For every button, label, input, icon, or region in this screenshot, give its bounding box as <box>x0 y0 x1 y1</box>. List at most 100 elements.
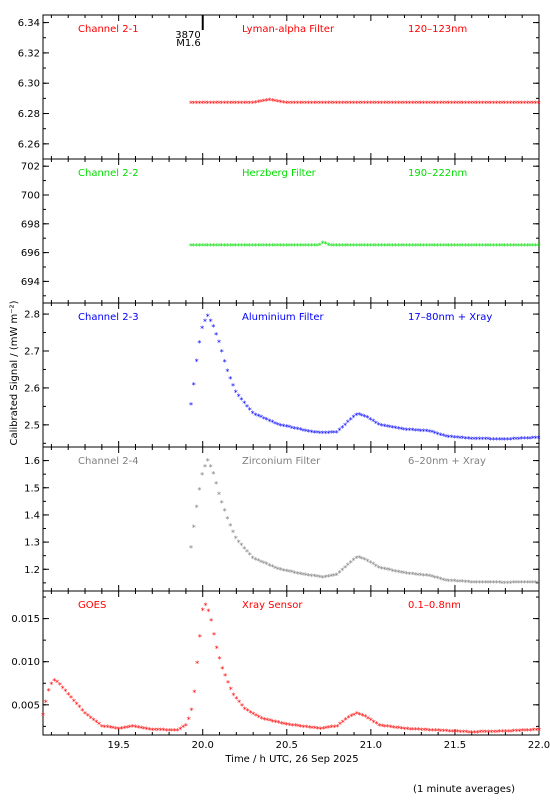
data-point: * <box>405 426 409 435</box>
data-point: * <box>385 99 389 108</box>
data-point: * <box>402 725 406 734</box>
data-point: * <box>321 99 325 108</box>
data-point: * <box>259 558 263 567</box>
data-point: * <box>514 242 518 251</box>
data-point: * <box>525 99 529 108</box>
data-point: * <box>517 579 521 588</box>
data-point: * <box>279 720 283 729</box>
data-point: * <box>492 99 496 108</box>
data-point: * <box>228 522 232 531</box>
data-point: * <box>214 99 218 108</box>
data-point: * <box>385 566 389 575</box>
data-point: * <box>89 714 93 723</box>
data-point: * <box>536 434 540 443</box>
data-point: * <box>340 242 344 251</box>
band-label: 190–222nm <box>408 168 467 179</box>
data-point: * <box>450 728 454 737</box>
data-point: * <box>304 99 308 108</box>
data-point: * <box>246 707 250 716</box>
data-point: * <box>253 411 257 420</box>
data-point: * <box>312 429 316 438</box>
data-point: * <box>358 711 362 720</box>
data-point: * <box>441 576 445 585</box>
data-point: * <box>534 579 538 588</box>
data-point: * <box>486 579 490 588</box>
data-point: * <box>217 242 221 251</box>
data-point: * <box>444 242 448 251</box>
data-point: * <box>167 727 171 736</box>
data-point: * <box>298 426 302 435</box>
data-point: * <box>197 486 201 495</box>
data-point: * <box>355 710 359 719</box>
data-point: * <box>447 577 451 586</box>
data-point: * <box>500 436 504 445</box>
data-point: * <box>287 242 291 251</box>
data-point: * <box>419 242 423 251</box>
data-point: * <box>534 242 538 251</box>
data-point: * <box>494 436 498 445</box>
data-point: * <box>357 242 361 251</box>
data-point: * <box>332 429 336 438</box>
data-point: * <box>492 728 496 737</box>
data-point: * <box>497 436 501 445</box>
data-point: * <box>522 242 526 251</box>
data-point: * <box>514 99 518 108</box>
data-point: * <box>388 724 392 733</box>
data-point: * <box>281 242 285 251</box>
band-label: 120–123nm <box>408 24 467 35</box>
data-point: * <box>511 436 515 445</box>
data-point: * <box>161 727 165 736</box>
data-point: * <box>259 98 263 107</box>
data-point: * <box>424 242 428 251</box>
data-point: * <box>464 435 468 444</box>
data-point: * <box>304 572 308 581</box>
data-point: * <box>413 571 417 580</box>
data-point: * <box>340 99 344 108</box>
data-point: * <box>284 567 288 576</box>
data-point: * <box>265 716 269 725</box>
data-point: * <box>97 721 101 730</box>
data-point: * <box>360 99 364 108</box>
panel-1: 6.26 6.28 6.30 6.32 6.34 Channel 2-1 Lyman-alp… <box>18 14 540 160</box>
channel-label: Channel 2-1 <box>78 24 139 35</box>
data-point: * <box>458 434 462 443</box>
data-point: * <box>299 723 303 732</box>
data-point: * <box>309 242 313 251</box>
data-point: * <box>226 679 230 688</box>
data-point: * <box>394 568 398 577</box>
data-point: * <box>400 725 404 734</box>
y-tick-label: 2.8 <box>24 310 40 321</box>
data-point: * <box>368 559 372 568</box>
y-tick-label: 6.28 <box>18 109 40 120</box>
data-point: * <box>242 545 246 554</box>
data-point: * <box>531 242 535 251</box>
data-point: * <box>413 242 417 251</box>
data-point: * <box>382 422 386 431</box>
data-point: * <box>287 99 291 108</box>
data-point: * <box>198 633 202 642</box>
data-point: * <box>279 422 283 431</box>
data-point: * <box>411 726 415 735</box>
data-point: * <box>380 99 384 108</box>
data-point: * <box>217 99 221 108</box>
data-point: * <box>203 99 207 108</box>
data-point: * <box>301 99 305 108</box>
data-point: * <box>517 99 521 108</box>
data-point: * <box>515 727 519 736</box>
data-point: * <box>396 242 400 251</box>
band-label: 6–20nm + Xray <box>408 456 486 467</box>
data-point: * <box>128 723 132 732</box>
data-point: * <box>514 436 518 445</box>
data-point: * <box>452 578 456 587</box>
x-tick-label: 22.0 <box>528 740 550 751</box>
data-point: * <box>212 631 216 640</box>
data-point: * <box>293 99 297 108</box>
data-point: * <box>438 242 442 251</box>
data-point: * <box>402 99 406 108</box>
data-point: * <box>262 559 266 568</box>
data-point: * <box>525 435 529 444</box>
data-point: * <box>346 99 350 108</box>
data-point: * <box>503 728 507 737</box>
data-point: * <box>416 571 420 580</box>
